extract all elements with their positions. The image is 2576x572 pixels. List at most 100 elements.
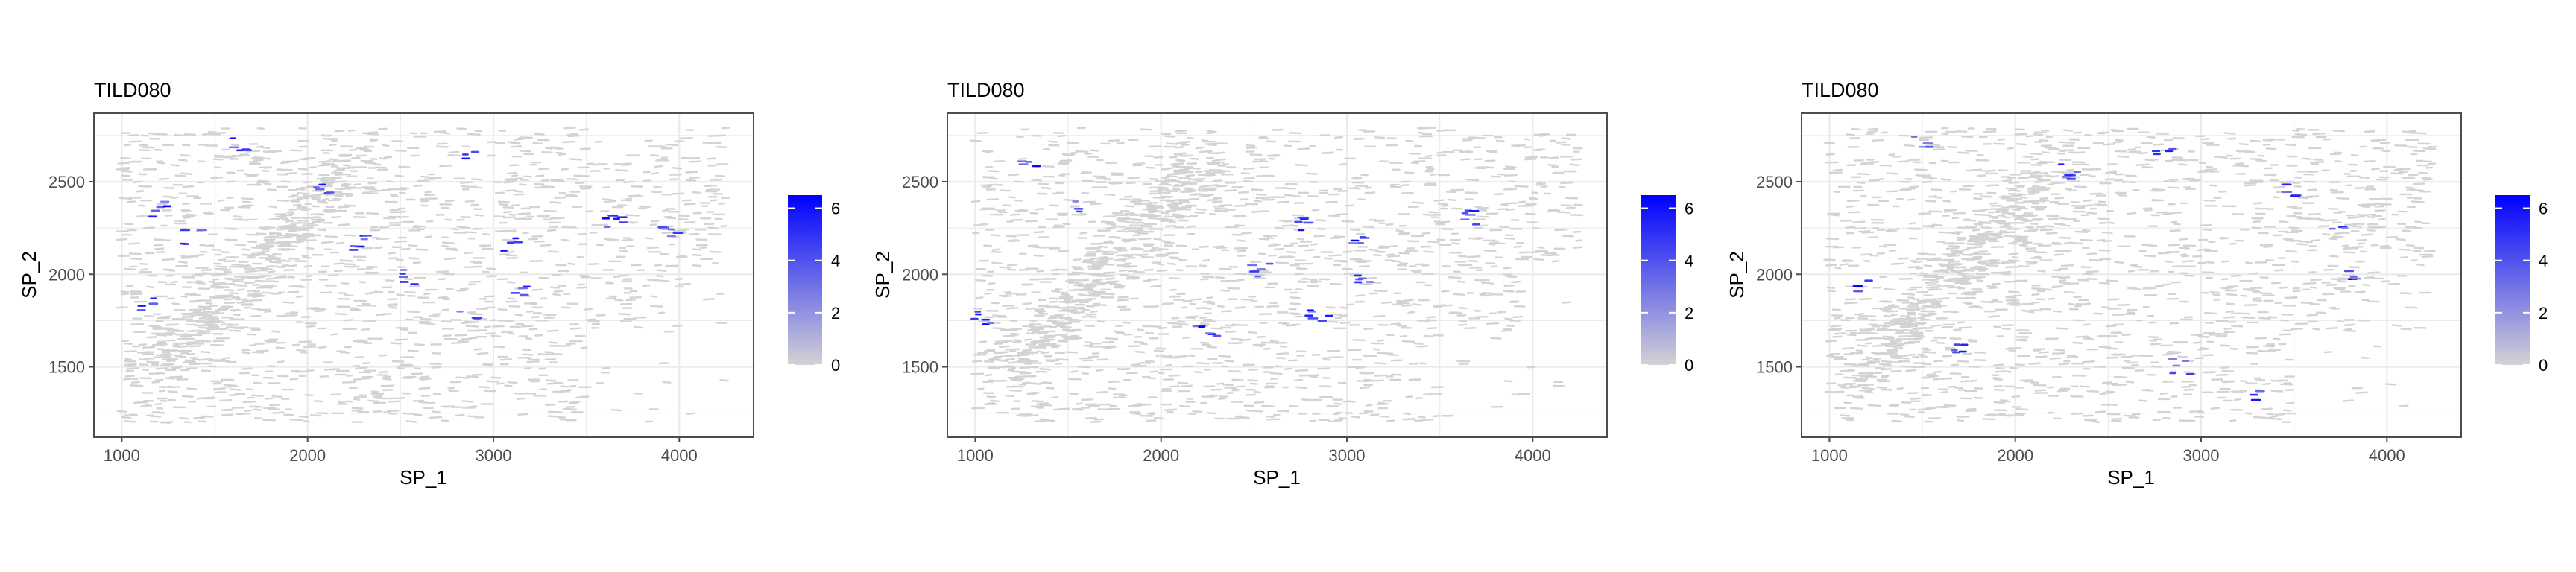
cell-mark: [2294, 133, 2308, 136]
cell-mark: [2045, 232, 2058, 235]
cell-mark: [171, 302, 180, 305]
cell-mark: [1132, 219, 1142, 222]
cell-mark: [129, 257, 142, 261]
cell-mark: [394, 149, 407, 152]
cell-mark: [2083, 323, 2091, 326]
cell-mark: [389, 209, 400, 212]
cell-mark: [507, 172, 518, 175]
cell-mark: [2412, 250, 2422, 252]
cell-mark: [1070, 311, 1081, 314]
cell-mark: [1082, 261, 1093, 264]
cell-mark: [1983, 130, 1997, 133]
cell-mark: [171, 196, 180, 199]
cell-mark: [1358, 265, 1370, 268]
cell-mark: [1254, 410, 1263, 413]
cell-mark: [1243, 180, 1254, 182]
cell-mark: [429, 416, 443, 419]
cell-mark: [127, 200, 136, 203]
cell-mark: [523, 367, 531, 370]
cell-mark: [436, 130, 444, 133]
cell-mark: [981, 150, 991, 153]
cell-mark: [548, 147, 560, 150]
cell-mark: [268, 270, 276, 273]
cell-mark: [366, 212, 380, 215]
cell-mark: [1258, 137, 1270, 140]
cell-mark: [1886, 190, 1898, 193]
cell-mark: [2366, 276, 2375, 279]
cell-mark: [1937, 388, 1949, 391]
cell-mark: [2022, 155, 2033, 158]
cell-mark: [1962, 352, 1973, 355]
cell-mark: [1830, 214, 1840, 217]
cell-mark: [2391, 324, 2402, 327]
cell-mark: [1205, 187, 1215, 190]
cell-mark: [320, 134, 331, 137]
cell-mark: [494, 229, 507, 232]
cell-mark: [219, 399, 233, 402]
cell-mark: [272, 292, 282, 295]
cell-mark: [1192, 410, 1203, 413]
cell-mark: [285, 244, 298, 248]
cell-mark: [204, 314, 214, 317]
cell-mark: [484, 325, 492, 328]
colorbar-tick-label: 0: [831, 356, 840, 375]
cell-mark: [1042, 419, 1055, 422]
cell-mark: [1255, 197, 1269, 200]
cell-mark: [1401, 340, 1415, 343]
cell-mark: [1857, 230, 1871, 233]
cell-mark: [1059, 325, 1072, 328]
cell-mark: [1273, 247, 1285, 251]
cell-mark: [549, 286, 561, 289]
cell-mark: [1005, 235, 1017, 238]
cell-mark: [1008, 366, 1017, 369]
cell-mark: [272, 252, 282, 255]
cell-mark: [1143, 279, 1152, 282]
cell-mark: [125, 369, 135, 372]
cell-mark: [256, 232, 267, 235]
cell-mark: [2053, 310, 2062, 313]
cell-mark: [1111, 235, 1120, 239]
cell-mark: [2086, 252, 2097, 255]
cell-mark: [1261, 404, 1275, 407]
cell-mark: [369, 139, 379, 142]
cell-mark: [1330, 282, 1342, 285]
cell-mark: [499, 358, 513, 361]
cell-mark: [2152, 143, 2165, 146]
cell-mark: [2179, 159, 2188, 162]
cell-mark: [1275, 226, 1284, 229]
cell-mark: [1267, 244, 1279, 247]
cell-mark: [1265, 415, 1275, 418]
cell-mark: [1317, 219, 1327, 222]
cell-mark: [1249, 153, 1263, 156]
cell-mark: [1174, 130, 1188, 133]
cell-mark: [1864, 390, 1874, 393]
cell-mark: [400, 328, 408, 331]
cell-mark: [120, 156, 131, 160]
colorbar-tick-label: 6: [831, 200, 840, 218]
cell-mark: [121, 416, 132, 419]
cell-mark: [310, 218, 323, 221]
cell-mark: [2381, 150, 2391, 153]
cell-mark: [167, 390, 178, 393]
cell-mark: [448, 150, 460, 154]
cell-mark: [1389, 185, 1402, 188]
cell-mark: [1350, 229, 1360, 232]
cell-mark: [257, 179, 270, 182]
cell-mark: [1096, 320, 1105, 323]
cell-mark: [268, 205, 277, 209]
cell-mark: [2377, 226, 2387, 229]
cell-mark: [1966, 302, 1973, 305]
cell-mark: [2042, 151, 2050, 154]
cell-mark: [1085, 283, 1098, 286]
cell-mark: [408, 257, 420, 260]
cell-mark: [2033, 133, 2043, 136]
cell-mark: [2101, 231, 2113, 234]
cell-mark: [431, 366, 442, 369]
cell-mark: [321, 198, 330, 201]
cell-mark: [1153, 416, 1164, 420]
cell-mark: [180, 255, 189, 258]
cell-mark: [242, 400, 256, 404]
cell-mark: [1199, 185, 1210, 188]
cell-mark: [1136, 328, 1145, 331]
cell-mark: [1312, 209, 1320, 212]
